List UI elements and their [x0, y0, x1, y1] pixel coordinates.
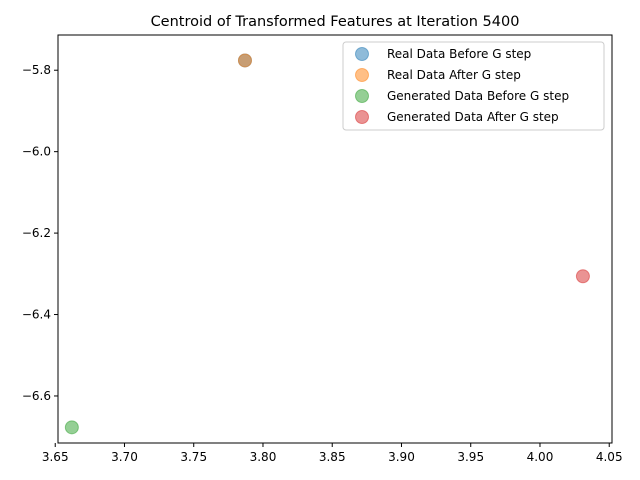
data-points [64, 53, 590, 435]
y-tick-label: −6.0 [22, 145, 51, 159]
legend-label: Generated Data After G step [387, 110, 559, 124]
y-tick-label: −6.2 [22, 226, 51, 240]
legend-marker [355, 68, 369, 82]
axis-ticks: 3.65 3.70 3.75 3.80 3.85 3.90 3.95 4.00 4.05 −6.6… [22, 63, 623, 464]
x-tick-label: 4.05 [596, 450, 623, 464]
legend-marker [355, 89, 369, 103]
legend-box [342, 41, 605, 131]
legend-label: Real Data After G step [387, 68, 521, 82]
x-tick-label: 3.85 [319, 450, 346, 464]
plot-frame [57, 34, 613, 444]
chart-title: Centroid of Transformed Features at Iter… [151, 14, 520, 30]
x-tick-label: 3.75 [180, 450, 207, 464]
y-tick-label: −5.8 [22, 63, 51, 77]
legend: Real Data Before G step Real Data After G… [342, 41, 605, 131]
x-tick-label: 3.65 [42, 450, 69, 464]
legend-label: Generated Data Before G step [387, 89, 569, 103]
y-tick-label: −6.4 [22, 308, 51, 322]
data-point-series-2 [237, 53, 252, 68]
x-tick-label: 3.80 [250, 450, 277, 464]
legend-marker [355, 47, 369, 61]
x-tick-label: 4.00 [527, 450, 554, 464]
legend-label: Real Data Before G step [387, 47, 531, 61]
data-point-series-4 [575, 269, 590, 284]
legend-marker [355, 110, 369, 124]
y-tick-label: −6.6 [22, 389, 51, 403]
x-tick-label: 3.70 [111, 450, 138, 464]
data-point-series-3 [64, 420, 79, 435]
x-tick-label: 3.90 [388, 450, 415, 464]
x-tick-label: 3.95 [457, 450, 484, 464]
